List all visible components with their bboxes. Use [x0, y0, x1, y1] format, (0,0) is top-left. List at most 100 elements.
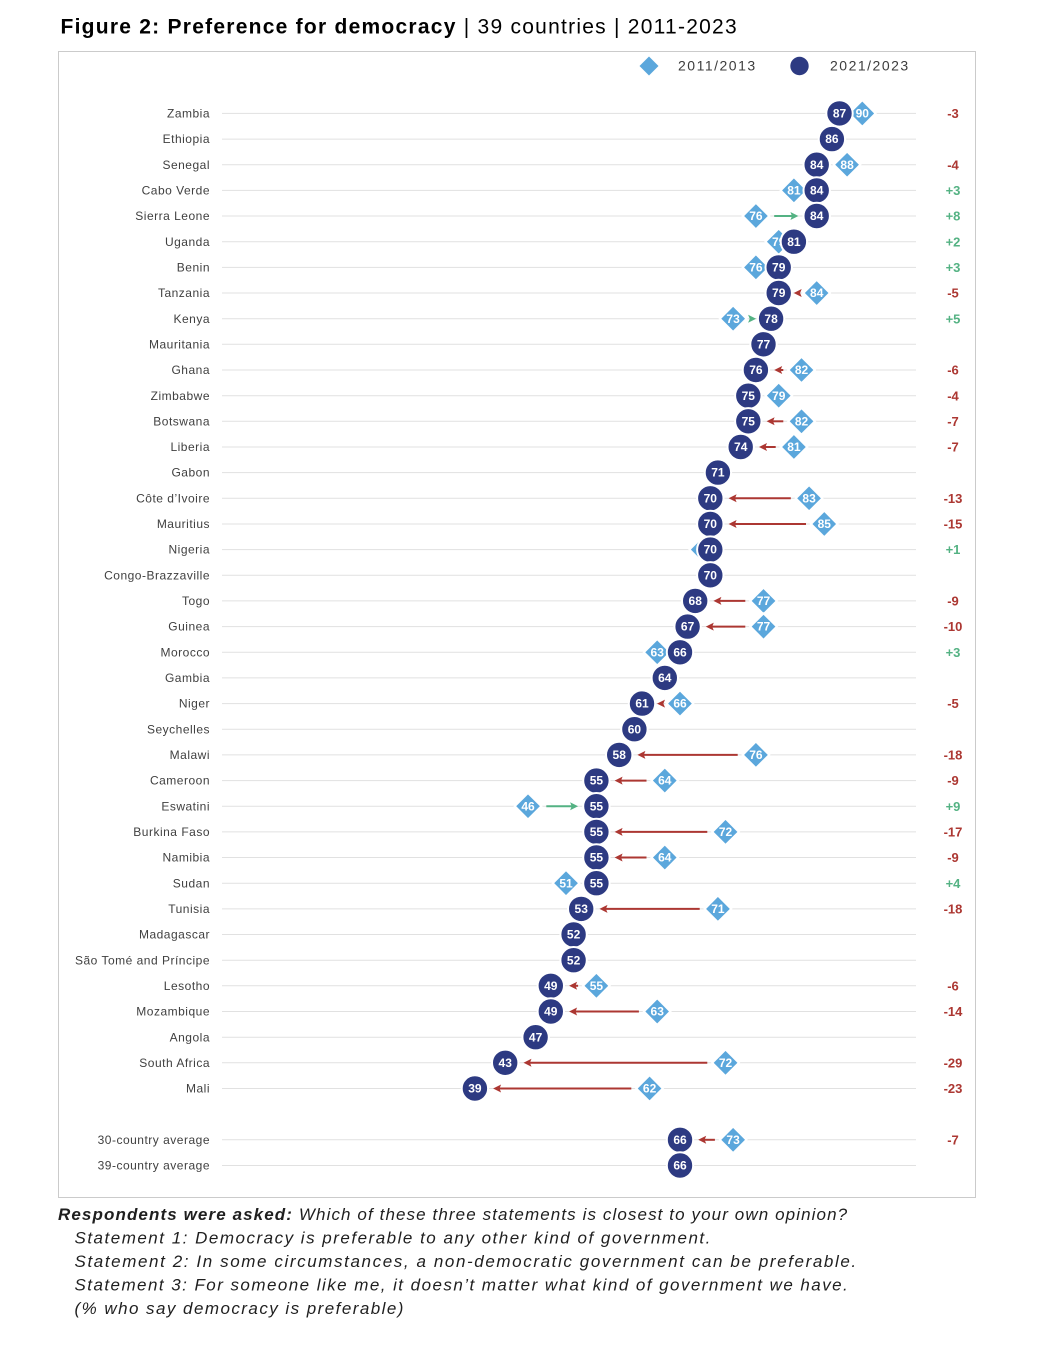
svg-text:-4: -4 [947, 157, 959, 172]
svg-text:+3: +3 [946, 645, 961, 660]
svg-text:55: 55 [590, 799, 604, 813]
svg-text:Malawi: Malawi [170, 748, 210, 762]
svg-text:87: 87 [833, 107, 847, 121]
svg-text:Statement 3: For someone like: Statement 3: For someone like me, it doe… [75, 1276, 850, 1295]
svg-text:30-country average: 30-country average [98, 1133, 210, 1147]
svg-text:72: 72 [719, 825, 733, 839]
svg-text:-17: -17 [944, 825, 963, 840]
svg-text:-7: -7 [947, 414, 959, 429]
svg-text:72: 72 [719, 1056, 733, 1070]
svg-text:Eswatini: Eswatini [161, 799, 210, 813]
svg-text:Zimbabwe: Zimbabwe [151, 389, 210, 403]
svg-text:66: 66 [673, 1133, 687, 1147]
svg-text:-5: -5 [947, 286, 959, 301]
svg-text:Mauritius: Mauritius [157, 517, 210, 531]
svg-text:-15: -15 [944, 517, 963, 532]
svg-text:-6: -6 [947, 363, 959, 378]
svg-text:2021/2023: 2021/2023 [830, 58, 910, 74]
svg-text:85: 85 [818, 517, 832, 531]
svg-text:Mozambique: Mozambique [136, 1005, 210, 1019]
svg-text:39-country average: 39-country average [98, 1159, 210, 1173]
svg-text:Gambia: Gambia [165, 671, 210, 685]
svg-text:Ghana: Ghana [171, 363, 210, 377]
svg-text:Niger: Niger [179, 697, 210, 711]
svg-text:77: 77 [757, 620, 771, 634]
svg-text:86: 86 [825, 132, 839, 146]
svg-text:-7: -7 [947, 440, 959, 455]
svg-text:+3: +3 [946, 183, 961, 198]
svg-text:+4: +4 [946, 876, 962, 891]
svg-text:43: 43 [499, 1056, 513, 1070]
svg-text:Côte d’Ivoire: Côte d’Ivoire [136, 491, 210, 505]
svg-text:73: 73 [726, 1133, 740, 1147]
svg-text:Mali: Mali [186, 1082, 210, 1096]
svg-text:63: 63 [651, 645, 665, 659]
svg-text:73: 73 [726, 312, 740, 326]
svg-text:84: 84 [810, 286, 824, 300]
svg-text:66: 66 [673, 645, 687, 659]
svg-text:Cabo Verde: Cabo Verde [142, 184, 210, 198]
svg-text:71: 71 [711, 466, 725, 480]
svg-text:-18: -18 [944, 748, 963, 763]
svg-text:70: 70 [704, 491, 718, 505]
svg-text:Botswana: Botswana [153, 414, 210, 428]
svg-text:79: 79 [772, 261, 786, 275]
svg-text:-4: -4 [947, 388, 959, 403]
svg-text:Morocco: Morocco [160, 645, 210, 659]
svg-text:79: 79 [772, 286, 786, 300]
svg-text:Mauritania: Mauritania [149, 337, 210, 351]
svg-text:-7: -7 [947, 1132, 959, 1147]
svg-text:51: 51 [559, 876, 573, 890]
svg-text:75: 75 [742, 414, 756, 428]
svg-text:Togo: Togo [182, 594, 210, 608]
svg-text:+1: +1 [946, 542, 961, 557]
svg-text:76: 76 [749, 748, 763, 762]
svg-text:55: 55 [590, 979, 604, 993]
svg-text:-6: -6 [947, 978, 959, 993]
svg-text:Sierra Leone: Sierra Leone [135, 209, 210, 223]
svg-text:Lesotho: Lesotho [164, 979, 210, 993]
svg-text:81: 81 [787, 235, 801, 249]
svg-text:77: 77 [757, 337, 771, 351]
svg-text:75: 75 [742, 389, 756, 403]
svg-text:Angola: Angola [170, 1030, 210, 1044]
svg-text:70: 70 [704, 543, 718, 557]
svg-text:Ethiopia: Ethiopia [163, 132, 210, 146]
svg-text:Uganda: Uganda [165, 235, 210, 249]
svg-text:Tunisia: Tunisia [168, 902, 210, 916]
svg-text:63: 63 [651, 1005, 665, 1019]
svg-text:83: 83 [802, 491, 816, 505]
svg-text:+9: +9 [946, 799, 961, 814]
svg-text:61: 61 [635, 697, 649, 711]
svg-text:2011/2013: 2011/2013 [678, 58, 757, 74]
svg-text:-13: -13 [944, 491, 963, 506]
svg-text:-9: -9 [947, 594, 959, 609]
svg-text:Tanzania: Tanzania [158, 286, 210, 300]
svg-text:81: 81 [787, 440, 801, 454]
svg-text:-9: -9 [947, 850, 959, 865]
svg-text:Madagascar: Madagascar [139, 928, 210, 942]
svg-text:62: 62 [643, 1082, 657, 1096]
svg-text:46: 46 [521, 799, 535, 813]
svg-text:77: 77 [757, 594, 771, 608]
svg-text:52: 52 [567, 928, 581, 942]
svg-text:84: 84 [810, 184, 824, 198]
svg-text:67: 67 [681, 620, 695, 634]
svg-text:49: 49 [544, 1005, 558, 1019]
svg-text:84: 84 [810, 158, 824, 172]
svg-text:55: 55 [590, 774, 604, 788]
svg-text:Cameroon: Cameroon [150, 774, 210, 788]
svg-text:Senegal: Senegal [162, 158, 210, 172]
svg-text:-5: -5 [947, 696, 959, 711]
svg-text:55: 55 [590, 876, 604, 890]
svg-text:88: 88 [840, 158, 854, 172]
svg-text:-14: -14 [944, 1004, 964, 1019]
svg-text:76: 76 [749, 209, 763, 223]
svg-text:78: 78 [764, 312, 778, 326]
svg-text:Burkina Faso: Burkina Faso [133, 825, 210, 839]
svg-text:South Africa: South Africa [139, 1056, 210, 1070]
svg-text:76: 76 [749, 261, 763, 275]
svg-text:Statement 2: In some circumsta: Statement 2: In some circumstances, a no… [75, 1252, 858, 1271]
svg-text:39: 39 [468, 1082, 482, 1096]
svg-text:+2: +2 [946, 234, 961, 249]
